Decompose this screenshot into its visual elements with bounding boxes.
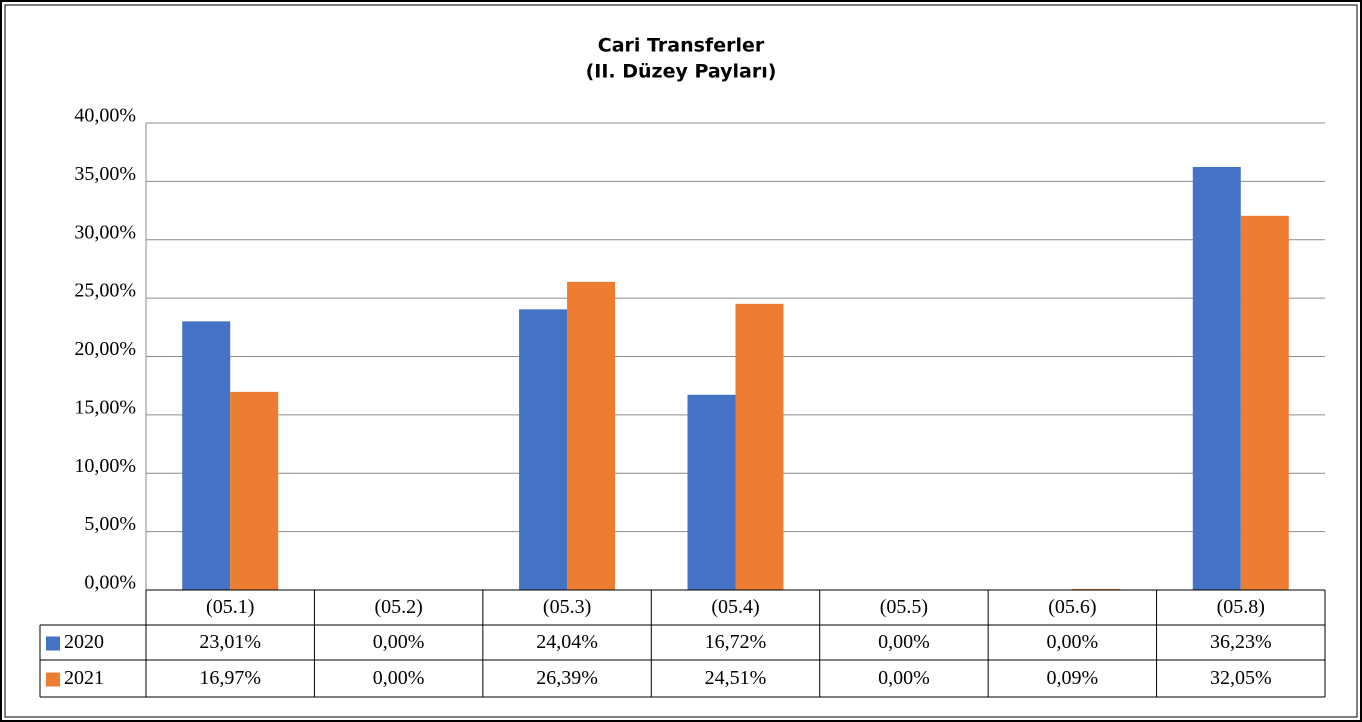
value-label: 24,04% xyxy=(536,631,598,653)
value-label: 0,00% xyxy=(878,667,930,689)
value-label: 23,01% xyxy=(199,631,261,653)
bar xyxy=(182,321,231,590)
value-label: 36,23% xyxy=(1210,631,1272,653)
x-tick-label: (05.5) xyxy=(880,596,928,618)
legend-label: 2020 xyxy=(64,631,104,653)
x-tick-label: (05.1) xyxy=(206,596,254,618)
value-label: 26,39% xyxy=(536,667,598,689)
bar xyxy=(1192,167,1241,590)
inner-border xyxy=(4,4,1358,718)
y-tick-label: 15,00% xyxy=(74,396,136,418)
y-tick-label: 10,00% xyxy=(74,455,136,477)
legend-label: 2021 xyxy=(64,667,104,689)
bar xyxy=(687,394,736,590)
value-label: 16,97% xyxy=(199,667,261,689)
value-label: 0,00% xyxy=(878,631,930,653)
value-label: 0,00% xyxy=(373,667,425,689)
x-tick-label: (05.4) xyxy=(711,596,759,618)
value-label: 16,72% xyxy=(705,631,767,653)
x-tick-label: (05.6) xyxy=(1048,596,1096,618)
x-tick-label: (05.3) xyxy=(543,596,591,618)
legend-key xyxy=(46,672,60,687)
bar xyxy=(519,309,568,590)
y-tick-label: 30,00% xyxy=(74,221,136,243)
y-tick-label: 35,00% xyxy=(74,163,136,185)
value-label: 24,51% xyxy=(705,667,767,689)
value-label: 0,00% xyxy=(1047,631,1099,653)
y-tick-label: 0,00% xyxy=(84,572,136,594)
bar xyxy=(1240,215,1289,590)
bar xyxy=(230,391,279,590)
y-tick-label: 25,00% xyxy=(74,280,136,302)
value-label: 0,09% xyxy=(1047,667,1099,689)
y-tick-label: 5,00% xyxy=(84,513,136,535)
x-tick-label: (05.8) xyxy=(1217,596,1265,618)
y-tick-label: 20,00% xyxy=(74,338,136,360)
bar xyxy=(567,281,616,590)
bar xyxy=(735,303,784,590)
legend-key xyxy=(46,636,60,651)
value-label: 0,00% xyxy=(373,631,425,653)
chart-subtitle: (II. Düzey Payları) xyxy=(586,61,777,83)
x-tick-label: (05.2) xyxy=(374,596,422,618)
chart-title: Cari Transferler xyxy=(598,35,765,57)
y-tick-label: 40,00% xyxy=(74,105,136,127)
bar xyxy=(1072,588,1121,590)
value-label: 32,05% xyxy=(1210,667,1272,689)
